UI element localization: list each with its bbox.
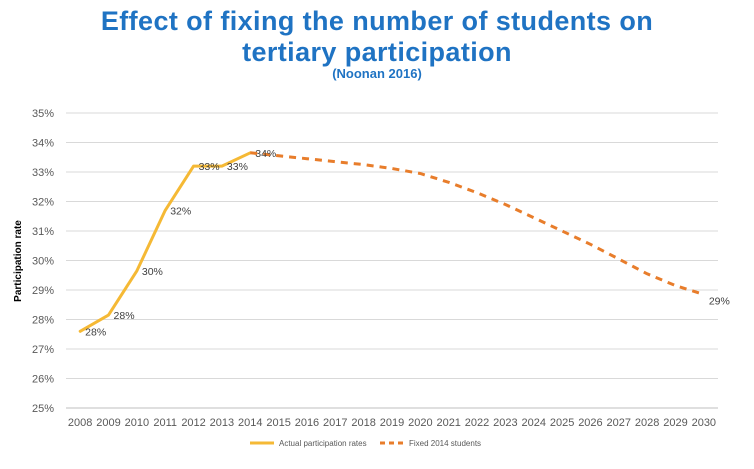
x-tick-label: 2014	[238, 417, 262, 429]
x-tick-label: 2023	[493, 417, 517, 429]
y-tick-label: 27%	[32, 344, 54, 356]
x-tick-label: 2018	[351, 417, 375, 429]
y-tick-label: 25%	[32, 403, 54, 415]
x-tick-label: 2012	[181, 417, 205, 429]
x-tick-label: 2019	[380, 417, 404, 429]
x-tick-label: 2026	[578, 417, 602, 429]
x-tick-label: 2011	[153, 417, 177, 429]
legend-label: Actual participation rates	[279, 439, 367, 448]
x-tick-label: 2015	[266, 417, 290, 429]
x-tick-label: 2013	[210, 417, 234, 429]
fixed-2014-students-line	[250, 153, 704, 295]
y-axis-label: Participation rate	[13, 220, 24, 302]
data-label: 28%	[114, 310, 135, 322]
data-label: 28%	[85, 326, 106, 338]
x-tick-label: 2008	[68, 417, 92, 429]
data-labels: 28% 28% 30% 32% 33% 33% 34% 29%	[85, 148, 730, 338]
data-label: 33%	[199, 161, 220, 173]
y-tick-label: 33%	[32, 167, 54, 179]
x-tick-label: 2025	[550, 417, 574, 429]
x-tick-label: 2021	[436, 417, 460, 429]
x-tick-label: 2024	[521, 417, 545, 429]
y-tick-label: 35%	[32, 108, 54, 120]
x-tick-label: 2020	[408, 417, 432, 429]
x-tick-label: 2028	[635, 417, 659, 429]
legend-label: Fixed 2014 students	[409, 439, 481, 448]
x-axis-ticks: 2008 2009 2010 2011 2012 2013 2014 2015 2016 2017…	[68, 417, 716, 429]
x-tick-label: 2027	[607, 417, 631, 429]
line-chart: 25%26%27%28%29%30%31%32%33%34%35% 2008 20…	[0, 0, 754, 469]
x-tick-label: 2017	[323, 417, 347, 429]
y-tick-label: 32%	[32, 197, 54, 209]
y-tick-label: 34%	[32, 138, 54, 150]
actual-participation-line	[80, 153, 250, 331]
y-tick-label: 29%	[32, 285, 54, 297]
data-label: 30%	[142, 266, 163, 278]
y-axis-ticks: 25% 26% 27% 28% 29% 30% 31% 32% 33% 34% 35%	[32, 108, 54, 415]
legend: Actual participation rates Fixed 2014 stu…	[250, 439, 481, 448]
x-tick-label: 2009	[96, 417, 120, 429]
data-label: 32%	[170, 205, 191, 217]
x-tick-label: 2029	[663, 417, 687, 429]
y-tick-label: 26%	[32, 374, 54, 386]
y-tick-label: 28%	[32, 315, 54, 327]
data-label: 29%	[709, 295, 730, 307]
x-tick-label: 2022	[465, 417, 489, 429]
gridlines	[66, 113, 718, 408]
series-lines	[80, 153, 704, 331]
x-tick-label: 2016	[295, 417, 319, 429]
y-tick-label: 30%	[32, 256, 54, 268]
y-tick-label: 31%	[32, 226, 54, 238]
data-label: 34%	[255, 148, 276, 160]
x-tick-label: 2010	[125, 417, 149, 429]
x-tick-label: 2030	[692, 417, 716, 429]
data-label: 33%	[227, 161, 248, 173]
